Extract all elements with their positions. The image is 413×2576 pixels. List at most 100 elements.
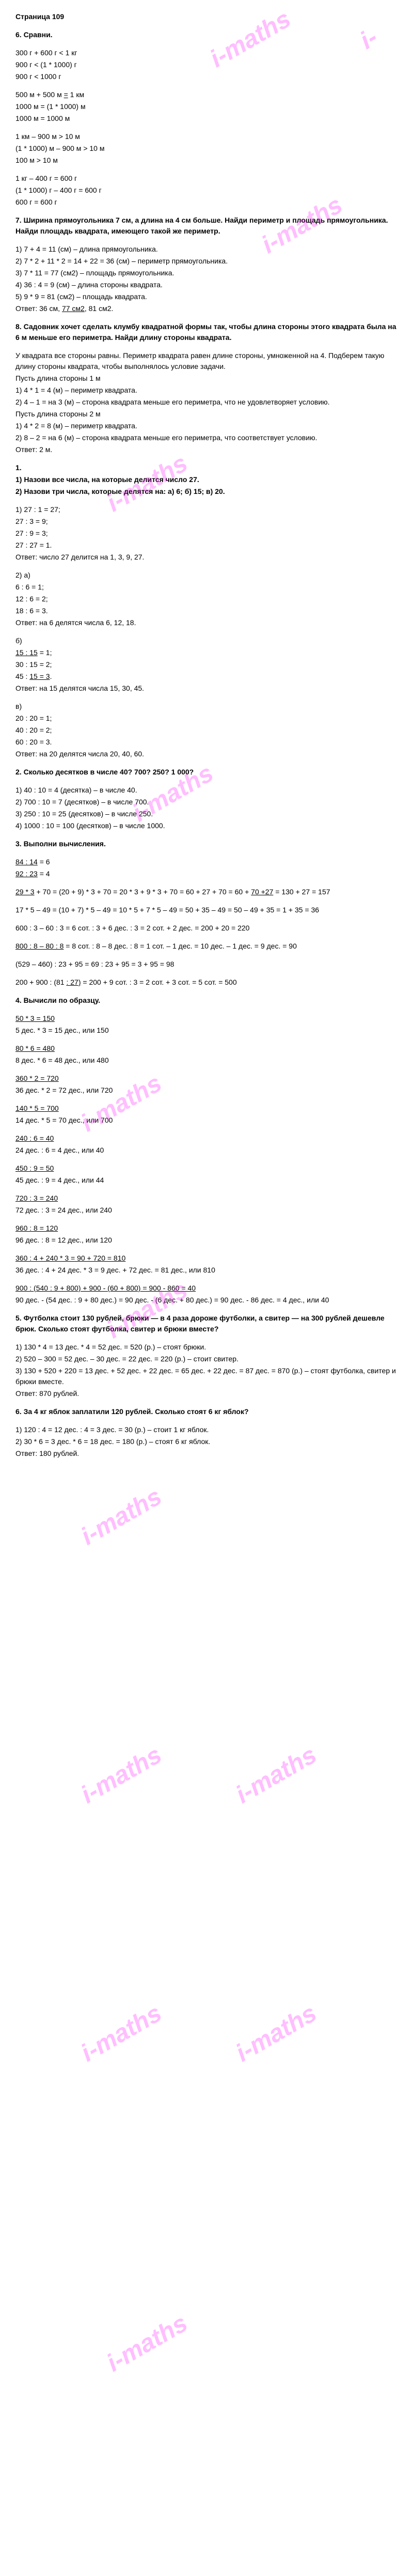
line: 1) 120 : 4 = 12 дес. : 4 = 3 дес. = 30 (…	[15, 1424, 398, 1435]
watermark: i-maths	[229, 1737, 324, 1813]
watermark: i-maths	[100, 2305, 195, 2382]
line: 5) 9 * 9 = 81 (см2) – площадь квадрата.	[15, 291, 398, 302]
line: 8 дес. * 6 = 48 дес., или 480	[15, 1055, 398, 1066]
task-title: 6. За 4 кг яблок заплатили 120 рублей. С…	[15, 1406, 398, 1417]
line: 24 дес. : 6 = 4 дес., или 40	[15, 1145, 398, 1156]
line: 200 + 900 : (81 : 27) = 200 + 9 сот. : 3…	[15, 977, 398, 988]
line: 92 : 23 = 4	[15, 868, 398, 879]
line: Пусть длина стороны 1 м	[15, 373, 398, 384]
line: 29 * 3 + 70 = (20 + 9) * 3 + 70 = 20 * 3…	[15, 887, 398, 897]
line: (529 – 460) : 23 + 95 = 69 : 23 + 95 = 3…	[15, 959, 398, 970]
line: 36 дес. : 4 + 24 дес. * 3 = 9 дес. + 72 …	[15, 1265, 398, 1276]
line: 2) 7 * 2 + 11 * 2 = 14 + 22 = 36 (см) – …	[15, 256, 398, 267]
task-title: 6. Сравни.	[15, 29, 398, 40]
line: 3) 130 + 520 + 220 = 13 дес. + 52 дес. +…	[15, 1365, 398, 1387]
line: 15 : 15 = 1;	[15, 647, 398, 658]
task-5: 5. Футболка стоит 130 рублей, брюки — в …	[15, 1313, 398, 1399]
line: 96 дес. : 8 = 12 дес., или 120	[15, 1235, 398, 1246]
line: 1) 130 * 4 = 13 дес. * 4 = 52 дес. = 520…	[15, 1342, 398, 1353]
line: 1) 7 + 4 = 11 (см) – длина прямоугольник…	[15, 244, 398, 255]
line: Ответ: на 20 делятся числа 20, 40, 60.	[15, 749, 398, 759]
line: 3) 7 * 11 = 77 (см2) – площадь прямоугол…	[15, 268, 398, 278]
task-8: 8. Садовник хочет сделать клумбу квадрат…	[15, 321, 398, 455]
line: 4) 1000 : 10 = 100 (десятков) – в числе …	[15, 820, 398, 831]
task-title: 5. Футболка стоит 130 рублей, брюки — в …	[15, 1313, 398, 1334]
line: Ответ: на 15 делятся числа 15, 30, 45.	[15, 683, 398, 694]
line: 18 : 6 = 3.	[15, 606, 398, 616]
line: 360 * 2 = 720	[15, 1073, 398, 1084]
task-1: 1. 1) Назови все числа, на которые делит…	[15, 462, 398, 759]
subtitle: 2) Назови три числа, которые делятся на:…	[15, 486, 398, 497]
line: 450 : 9 = 50	[15, 1163, 398, 1174]
line: Ответ: 870 рублей.	[15, 1388, 398, 1399]
line: 80 * 6 = 480	[15, 1043, 398, 1054]
line: Ответ: 180 рублей.	[15, 1448, 398, 1459]
line: 45 : 15 = 3.	[15, 671, 398, 682]
line: 30 : 15 = 2;	[15, 659, 398, 670]
line: 900 г < (1 * 1000) г	[15, 59, 398, 70]
line: 27 : 3 = 9;	[15, 516, 398, 527]
line: (1 * 1000) м – 900 м > 10 м	[15, 143, 398, 154]
subtitle: 1) Назови все числа, на которые делится …	[15, 474, 398, 485]
line: 720 : 3 = 240	[15, 1193, 398, 1204]
task-6b: 6. За 4 кг яблок заплатили 120 рублей. С…	[15, 1406, 398, 1459]
page-title: Страница 109	[15, 11, 398, 22]
line: 2) а)	[15, 570, 398, 581]
line: 2) 520 – 300 = 52 дес. – 30 дес. = 22 де…	[15, 1354, 398, 1364]
line: 3) 250 : 10 = 25 (десятков) – в числе 25…	[15, 809, 398, 819]
task-2: 2. Сколько десятков в числе 40? 700? 250…	[15, 767, 398, 831]
line: 240 : 6 = 40	[15, 1133, 398, 1144]
line: 2) 700 : 10 = 7 (десятков) – в числе 700…	[15, 797, 398, 808]
line: У квадрата все стороны равны. Периметр к…	[15, 350, 398, 372]
line: 72 дес. : 3 = 24 дес., или 240	[15, 1205, 398, 1216]
line: Ответ: число 27 делится на 1, 3, 9, 27.	[15, 552, 398, 563]
task-title: 2. Сколько десятков в числе 40? 700? 250…	[15, 767, 398, 778]
line: 60 : 20 = 3.	[15, 737, 398, 748]
line: 50 * 3 = 150	[15, 1013, 398, 1024]
line: 5 дес. * 3 = 15 дес., или 150	[15, 1025, 398, 1036]
line: (1 * 1000) г – 400 г = 600 г	[15, 185, 398, 196]
line: 300 г + 600 г < 1 кг	[15, 48, 398, 58]
watermark: i-maths	[74, 1995, 169, 2072]
line: 40 : 20 = 2;	[15, 725, 398, 736]
line: 100 м > 10 м	[15, 155, 398, 166]
line: 2) 4 – 1 = на 3 (м) – сторона квадрата м…	[15, 397, 398, 408]
line: 1) 27 : 1 = 27;	[15, 504, 398, 515]
task-title: 8. Садовник хочет сделать клумбу квадрат…	[15, 321, 398, 343]
line: 6 : 6 = 1;	[15, 582, 398, 593]
task-3: 3. Выполни вычисления. 84 : 14 = 6 92 : …	[15, 839, 398, 988]
line: 960 : 8 = 120	[15, 1223, 398, 1234]
task-6: 6. Сравни. 300 г + 600 г < 1 кг 900 г < …	[15, 29, 398, 208]
task-4: 4. Вычисли по образцу. 50 * 3 = 150 5 де…	[15, 995, 398, 1306]
line: 12 : 6 = 2;	[15, 594, 398, 604]
line: 1 кг – 400 г = 600 г	[15, 173, 398, 184]
line: 1 км – 900 м > 10 м	[15, 131, 398, 142]
line: 84 : 14 = 6	[15, 857, 398, 867]
task-title: 1.	[15, 462, 398, 473]
line: 900 : (540 : 9 + 800) + 900 - (60 + 800)…	[15, 1283, 398, 1294]
line: 1) 4 * 1 = 4 (м) – периметр квадрата.	[15, 385, 398, 396]
line: Ответ: 36 см, 77 см2, 81 см2.	[15, 303, 398, 314]
line: 800 : 8 – 80 : 8 = 8 сот. : 8 – 8 дес. :…	[15, 941, 398, 952]
task-title: 4. Вычисли по образцу.	[15, 995, 398, 1006]
line: 900 г < 1000 г	[15, 71, 398, 82]
line: 14 дес. * 5 = 70 дес., или 700	[15, 1115, 398, 1126]
line: 4) 36 : 4 = 9 (см) – длина стороны квадр…	[15, 280, 398, 290]
line: 90 дес. - (54 дес. : 9 + 80 дес.) = 90 д…	[15, 1295, 398, 1306]
line: б)	[15, 635, 398, 646]
line: 2) 8 – 2 = на 6 (м) – сторона квадрата м…	[15, 432, 398, 443]
line: 600 : 3 – 60 : 3 = 6 сот. : 3 + 6 дес. :…	[15, 923, 398, 934]
task-7: 7. Ширина прямоугольника 7 см, а длина н…	[15, 215, 398, 314]
watermark: i-maths	[74, 1737, 169, 1813]
task-title: 7. Ширина прямоугольника 7 см, а длина н…	[15, 215, 398, 237]
line: 1) 4 * 2 = 8 (м) – периметр квадрата.	[15, 421, 398, 431]
line: 600 г = 600 г	[15, 197, 398, 208]
line: 17 * 5 – 49 = (10 + 7) * 5 – 49 = 10 * 5…	[15, 905, 398, 915]
line: 360 : 4 + 240 * 3 = 90 + 720 = 810	[15, 1253, 398, 1264]
watermark: i-maths	[229, 1995, 324, 2072]
line: 27 : 9 = 3;	[15, 528, 398, 539]
line: Пусть длина стороны 2 м	[15, 409, 398, 420]
line: Ответ: на 6 делятся числа 6, 12, 18.	[15, 617, 398, 628]
line: 500 м + 500 м = 1 км	[15, 89, 398, 100]
line: 1000 м = 1000 м	[15, 113, 398, 124]
